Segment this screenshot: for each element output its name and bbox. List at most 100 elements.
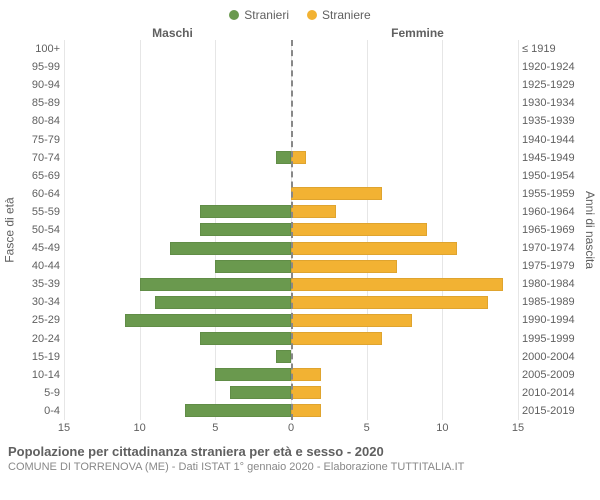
x-ticks: 15105051015 [64, 420, 518, 436]
x-tick: 5 [364, 422, 370, 434]
y-tick-age: 70-74 [20, 149, 64, 167]
y-tick-birth: 1925-1929 [518, 76, 580, 94]
bar-row-female [291, 58, 518, 76]
bars-female [291, 40, 518, 420]
y-tick-birth: ≤ 1919 [518, 40, 580, 58]
y-tick-age: 80-84 [20, 112, 64, 130]
y-tick-age: 85-89 [20, 94, 64, 112]
bar-female [291, 205, 336, 218]
bar-row-female [291, 293, 518, 311]
y-ticks-age: 100+95-9990-9485-8980-8475-7970-7465-696… [20, 40, 64, 420]
bar-row-male [64, 311, 291, 329]
y-tick-birth: 1920-1924 [518, 58, 580, 76]
y-tick-age: 15-19 [20, 348, 64, 366]
y-tick-birth: 1935-1939 [518, 112, 580, 130]
legend-item-male: Stranieri [229, 8, 289, 22]
column-title-male: Maschi [0, 26, 295, 40]
bar-female [291, 404, 321, 417]
bar-male [200, 205, 291, 218]
bar-row-female [291, 311, 518, 329]
x-tick: 15 [58, 422, 70, 434]
bars-male [64, 40, 291, 420]
bar-row-female [291, 275, 518, 293]
column-titles: Maschi Femmine [0, 26, 600, 40]
x-tick: 0 [288, 422, 294, 434]
legend-swatch-female [307, 10, 317, 20]
bar-row-male [64, 221, 291, 239]
bar-male [170, 242, 291, 255]
bar-male [276, 350, 291, 363]
bar-female [291, 368, 321, 381]
bar-male [200, 223, 291, 236]
bar-row-male [64, 58, 291, 76]
bar-male [155, 296, 291, 309]
column-title-female: Femmine [295, 26, 600, 40]
bar-row-male [64, 402, 291, 420]
bar-male [230, 386, 291, 399]
chart-subtitle: COMUNE DI TORRENOVA (ME) - Dati ISTAT 1°… [8, 461, 592, 473]
bar-male [276, 151, 291, 164]
bar-row-female [291, 366, 518, 384]
bar-female [291, 260, 397, 273]
bar-row-male [64, 94, 291, 112]
bar-female [291, 242, 457, 255]
bar-row-female [291, 130, 518, 148]
legend-label-female: Straniere [322, 8, 371, 22]
y-tick-birth: 2015-2019 [518, 402, 580, 420]
y-tick-birth: 1995-1999 [518, 330, 580, 348]
bar-row-female [291, 167, 518, 185]
y-tick-birth: 1975-1979 [518, 257, 580, 275]
y-ticks-birth: ≤ 19191920-19241925-19291930-19341935-19… [518, 40, 580, 420]
y-tick-age: 95-99 [20, 58, 64, 76]
bar-row-female [291, 239, 518, 257]
chart-footer: Popolazione per cittadinanza straniera p… [0, 436, 600, 473]
bar-row-female [291, 348, 518, 366]
bar-row-male [64, 366, 291, 384]
bar-female [291, 187, 382, 200]
bar-row-female [291, 221, 518, 239]
bar-row-female [291, 330, 518, 348]
y-tick-age: 30-34 [20, 293, 64, 311]
bar-row-female [291, 384, 518, 402]
bar-male [125, 314, 291, 327]
bar-male [200, 332, 291, 345]
y-tick-age: 35-39 [20, 275, 64, 293]
population-pyramid-chart: Stranieri Straniere Maschi Femmine Fasce… [0, 0, 600, 500]
x-ticks-wrap: 15105051015 [0, 420, 600, 436]
y-tick-age: 45-49 [20, 239, 64, 257]
y-tick-birth: 1940-1944 [518, 130, 580, 148]
y-tick-age: 50-54 [20, 221, 64, 239]
bar-row-female [291, 185, 518, 203]
legend: Stranieri Straniere [0, 0, 600, 26]
y-axis-label-left: Fasce di età [0, 40, 20, 420]
bar-row-male [64, 185, 291, 203]
legend-swatch-male [229, 10, 239, 20]
bar-row-male [64, 275, 291, 293]
y-tick-birth: 2000-2004 [518, 348, 580, 366]
x-tick: 5 [212, 422, 218, 434]
bar-female [291, 151, 306, 164]
bar-row-female [291, 203, 518, 221]
bar-row-female [291, 76, 518, 94]
y-tick-birth: 1965-1969 [518, 221, 580, 239]
bar-row-male [64, 348, 291, 366]
x-tick: 10 [436, 422, 448, 434]
y-tick-birth: 1950-1954 [518, 167, 580, 185]
y-tick-birth: 2010-2014 [518, 384, 580, 402]
y-tick-age: 75-79 [20, 130, 64, 148]
bar-row-male [64, 149, 291, 167]
bar-row-male [64, 257, 291, 275]
y-axis-label-right: Anni di nascita [580, 40, 600, 420]
y-tick-age: 40-44 [20, 257, 64, 275]
bar-female [291, 332, 382, 345]
bar-female [291, 386, 321, 399]
bar-row-female [291, 112, 518, 130]
y-tick-birth: 1980-1984 [518, 275, 580, 293]
bar-row-female [291, 40, 518, 58]
bar-row-male [64, 130, 291, 148]
bar-row-male [64, 239, 291, 257]
bar-female [291, 278, 503, 291]
y-tick-age: 20-24 [20, 330, 64, 348]
bar-row-male [64, 40, 291, 58]
plot-area: Fasce di età 100+95-9990-9485-8980-8475-… [0, 40, 600, 420]
